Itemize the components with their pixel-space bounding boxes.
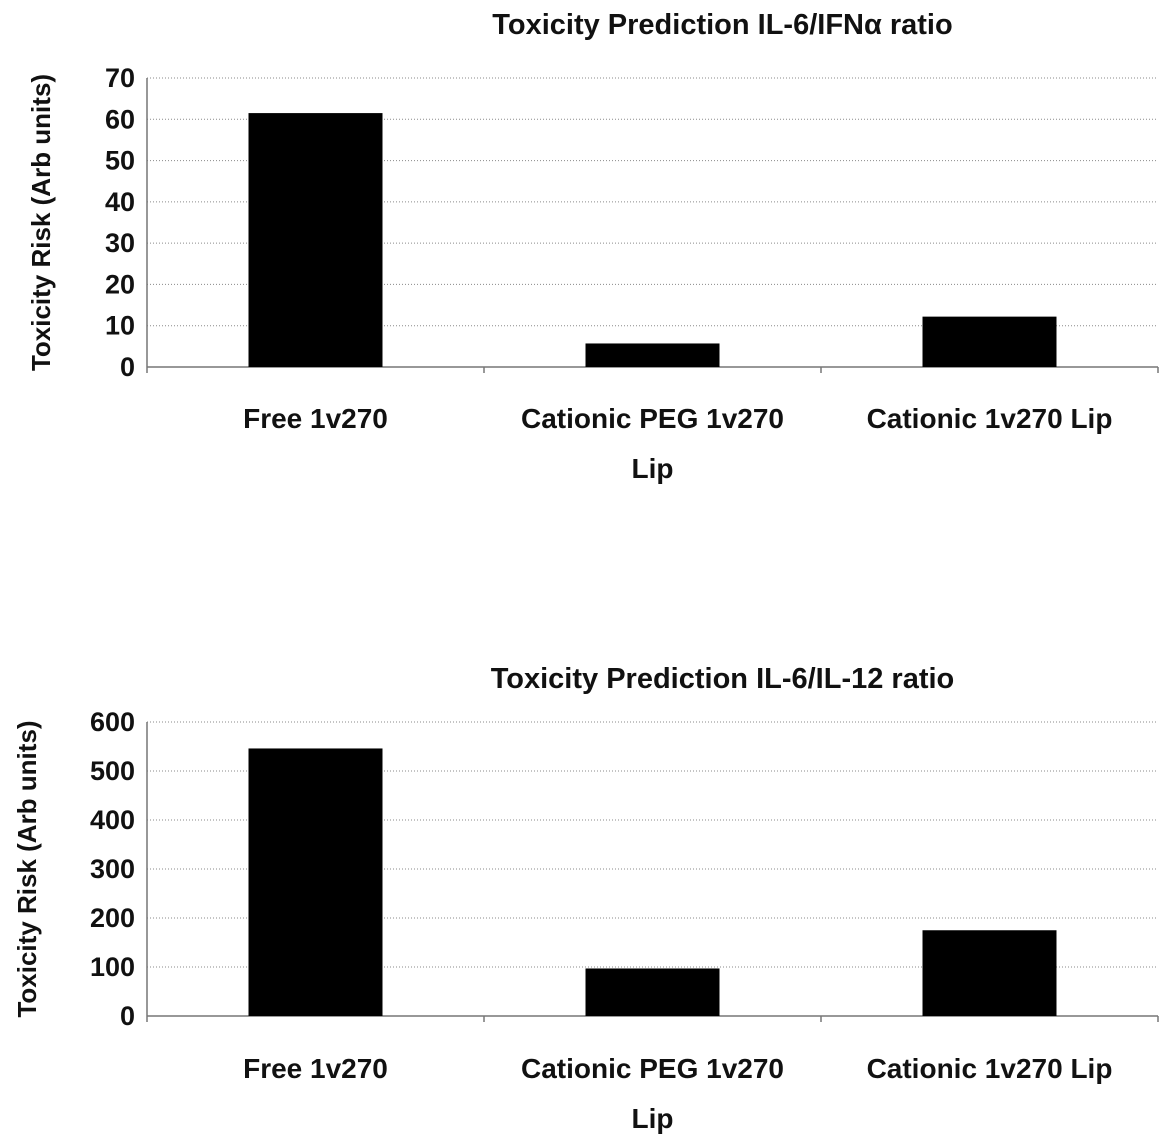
category-label: Cationic 1v270 Lip <box>867 1053 1113 1084</box>
y-tick-label: 200 <box>90 903 135 933</box>
y-tick-label: 100 <box>90 952 135 982</box>
category-label: Lip <box>632 1103 674 1134</box>
bar <box>922 930 1057 1016</box>
bar <box>922 316 1057 367</box>
category-label: Free 1v270 <box>243 1053 388 1084</box>
y-tick-label: 50 <box>105 146 135 176</box>
y-tick-label: 0 <box>120 352 135 382</box>
y-tick-label: 600 <box>90 707 135 737</box>
category-label: Cationic PEG 1v270 <box>521 1053 784 1084</box>
y-tick-label: 300 <box>90 854 135 884</box>
bar <box>248 748 383 1016</box>
y-tick-label: 60 <box>105 104 135 134</box>
y-tick-label: 10 <box>105 311 135 341</box>
y-tick-label: 30 <box>105 228 135 258</box>
y-axis-label: Toxicity Risk (Arb units) <box>26 74 56 371</box>
y-axis-label: Toxicity Risk (Arb units) <box>12 720 42 1017</box>
chart-il6-ifna: Toxicity Prediction IL-6/IFNα ratio 0 10 20… <box>26 9 1159 484</box>
y-tick-label: 20 <box>105 269 135 299</box>
y-tick-label: 70 <box>105 63 135 93</box>
category-label: Free 1v270 <box>243 403 388 434</box>
category-label: Cationic PEG 1v270 <box>521 403 784 434</box>
chart-il6-il12: Toxicity Prediction IL-6/IL-12 ratio 0 100… <box>12 663 1159 1134</box>
category-label: Lip <box>632 453 674 484</box>
bar <box>248 113 383 367</box>
bar <box>585 968 720 1016</box>
bar <box>585 343 720 367</box>
y-tick-label: 400 <box>90 805 135 835</box>
chart-title: Toxicity Prediction IL-6/IL-12 ratio <box>491 663 955 695</box>
category-label: Cationic 1v270 Lip <box>867 403 1113 434</box>
y-tick-label: 0 <box>120 1001 135 1031</box>
y-tick-label: 40 <box>105 187 135 217</box>
chart-title: Toxicity Prediction IL-6/IFNα ratio <box>492 9 952 41</box>
y-tick-label: 500 <box>90 756 135 786</box>
